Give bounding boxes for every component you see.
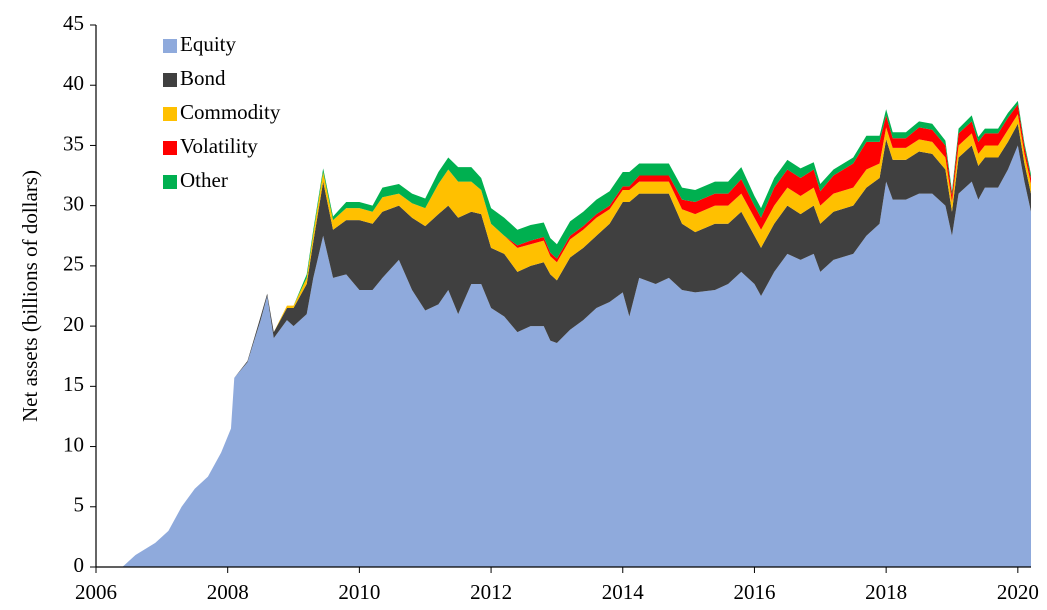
legend-swatch xyxy=(163,175,177,189)
x-tick-label: 2012 xyxy=(470,580,512,604)
legend-label: Commodity xyxy=(180,100,281,124)
x-tick-label: 2008 xyxy=(207,580,249,604)
y-tick-label: 40 xyxy=(63,71,84,95)
y-tick-label: 35 xyxy=(63,131,84,155)
x-tick-label: 2010 xyxy=(338,580,380,604)
x-tick-label: 2020 xyxy=(997,580,1039,604)
y-tick-label: 5 xyxy=(74,493,85,517)
y-tick-label: 15 xyxy=(63,372,84,396)
x-tick-label: 2006 xyxy=(75,580,117,604)
area xyxy=(122,123,1032,568)
y-tick-label: 10 xyxy=(63,432,84,456)
x-tick-label: 2016 xyxy=(733,580,775,604)
x-tick-label: 2014 xyxy=(602,580,645,604)
y-tick-label: 20 xyxy=(63,312,84,336)
plot-area xyxy=(122,100,1032,568)
legend-swatch xyxy=(163,73,177,87)
legend-swatch xyxy=(163,39,177,53)
area xyxy=(122,114,1032,567)
x-tick-label: 2018 xyxy=(865,580,907,604)
legend-label: Other xyxy=(180,168,228,192)
area xyxy=(122,145,1032,567)
y-tick-label: 30 xyxy=(63,191,84,215)
y-tick-label: 45 xyxy=(63,11,84,35)
legend-swatch xyxy=(163,107,177,121)
legend-label: Equity xyxy=(180,32,236,56)
legend-label: Bond xyxy=(180,66,226,90)
legend-label: Volatility xyxy=(180,134,258,158)
y-tick-label: 25 xyxy=(63,252,84,276)
area xyxy=(122,104,1032,567)
legend-swatch xyxy=(163,141,177,155)
y-tick-label: 0 xyxy=(74,553,85,577)
y-axis-label: Net assets (billions of dollars) xyxy=(18,170,42,422)
